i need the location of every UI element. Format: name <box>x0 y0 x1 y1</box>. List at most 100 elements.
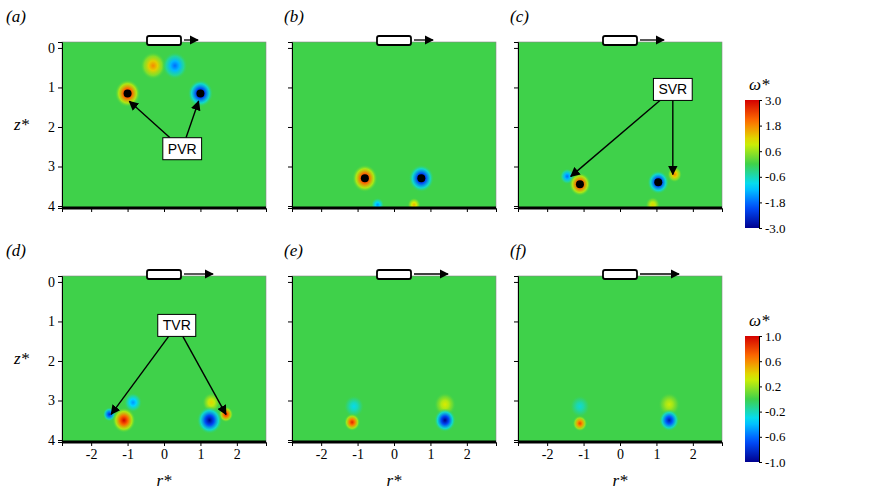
y-axis-line <box>288 277 293 443</box>
x-tick: -2 <box>316 442 328 462</box>
plate <box>147 270 181 279</box>
vortex <box>667 167 682 183</box>
y-tick <box>514 167 518 168</box>
x-tick: 1 <box>427 442 434 462</box>
plot-frame <box>292 276 496 442</box>
plot-background <box>292 276 496 442</box>
plot-background <box>518 276 722 442</box>
y-tick-label: 3 <box>48 393 55 408</box>
x-axis-line <box>63 209 267 213</box>
vortex-layer <box>570 393 680 432</box>
vortex <box>647 170 669 194</box>
y-tick <box>514 361 518 362</box>
colorbar-tick: -1.0 <box>759 455 786 470</box>
y-tick-mark <box>58 361 62 362</box>
plot-background <box>62 276 266 442</box>
annotation: PVR <box>129 101 201 159</box>
annotation-text: TVR <box>163 317 191 333</box>
annotation-arrow <box>186 101 199 137</box>
panel <box>288 36 497 212</box>
plate <box>603 36 637 45</box>
annotation-box <box>158 314 196 336</box>
x-tick-label: 2 <box>234 447 241 462</box>
y-tick: 4 <box>48 199 62 214</box>
x-tick-label: 2 <box>464 447 471 462</box>
colorbar-tick-mark <box>759 151 762 152</box>
colorbar-title: ω* <box>749 311 770 330</box>
y-tick <box>288 206 292 207</box>
panel-label: (d) <box>6 241 26 260</box>
vortex-center <box>124 89 132 97</box>
y-tick: 2 <box>48 120 62 135</box>
y-tick-mark <box>514 48 518 49</box>
x-tick: 1 <box>197 442 204 462</box>
colorbar-tick-mark <box>759 412 762 413</box>
x-axis: -2-1012 <box>519 442 723 462</box>
y-tick-label: 4 <box>48 199 55 214</box>
y-tick <box>514 321 518 322</box>
y-tick-mark <box>288 321 292 322</box>
colorbar-tick: 1.8 <box>759 118 781 133</box>
panel: -2-1012 <box>514 270 723 462</box>
y-axis-line <box>514 277 519 443</box>
y-tick-mark <box>288 87 292 88</box>
colorbar: ω*3.01.80.6-0.6-1.8-3.0 <box>745 75 786 236</box>
annotation-box <box>163 138 202 160</box>
y-tick-mark <box>514 282 518 283</box>
y-tick: 0 <box>48 275 62 290</box>
colorbar: ω*1.00.60.2-0.2-0.6-1.0 <box>745 311 786 470</box>
colorbar-tick: 0.6 <box>759 144 782 159</box>
vortex <box>371 198 384 208</box>
x-axis <box>519 208 723 212</box>
annotation-arrow <box>183 336 226 414</box>
vortex <box>646 197 661 208</box>
x-tick-label: -1 <box>122 447 134 462</box>
y-tick <box>288 282 292 283</box>
annotation-arrow <box>571 100 660 176</box>
y-tick-label: 1 <box>48 314 55 329</box>
x-tick: 2 <box>234 442 241 462</box>
y-tick-mark <box>58 127 62 128</box>
plot-frame <box>62 42 266 208</box>
panel: -2-101201234 <box>48 270 267 462</box>
x-tick: -1 <box>352 442 364 462</box>
x-tick: 0 <box>161 442 168 462</box>
y-tick <box>288 361 292 362</box>
panel-label: (c) <box>510 7 529 26</box>
y-tick-mark <box>58 401 62 402</box>
plot-background <box>62 42 266 208</box>
y-tick-mark <box>514 440 518 441</box>
x-tick: 2 <box>690 442 697 462</box>
x-tick-label: -2 <box>86 447 98 462</box>
y-axis: 01234 <box>48 275 63 448</box>
colorbar-axis-line <box>760 101 763 229</box>
wall <box>292 207 496 210</box>
vortex-layer <box>352 165 434 208</box>
y-axis <box>288 43 293 209</box>
y-tick-label: 2 <box>48 354 55 369</box>
vortex <box>112 408 135 433</box>
wall <box>62 441 266 444</box>
vortex <box>352 165 378 193</box>
y-tick-label: 1 <box>48 80 55 95</box>
y-tick: 1 <box>48 314 62 329</box>
panel-label: (e) <box>284 241 303 260</box>
x-axis-title: r* <box>156 471 172 490</box>
colorbar-tick: -1.8 <box>759 195 786 210</box>
y-axis-line <box>514 43 519 209</box>
panel <box>514 36 723 213</box>
x-axis-line <box>519 443 723 447</box>
y-axis <box>514 277 519 443</box>
panel-label: (b) <box>284 7 304 26</box>
x-axis <box>293 208 497 212</box>
panel: 01234 <box>48 36 267 214</box>
y-tick-mark <box>58 167 62 168</box>
plate <box>603 270 637 279</box>
x-axis-line <box>293 443 497 447</box>
plot-background <box>518 42 722 208</box>
y-tick <box>288 321 292 322</box>
colorbar-tick: -0.2 <box>759 404 786 419</box>
y-tick-mark <box>288 440 292 441</box>
vortex <box>570 395 590 417</box>
y-axis-line <box>288 43 293 209</box>
